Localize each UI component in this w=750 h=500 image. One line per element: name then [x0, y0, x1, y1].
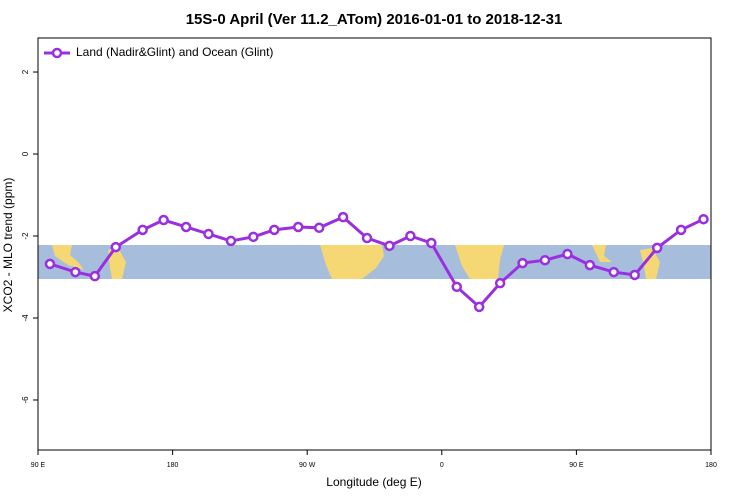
data-point	[451, 281, 463, 293]
data-point	[405, 230, 416, 242]
legend-label: Land (Nadir&Glint) and Ocean (Glint)	[76, 45, 273, 59]
data-point	[698, 213, 709, 225]
data-point	[158, 214, 169, 226]
data-point	[651, 242, 663, 254]
data-point	[473, 301, 485, 313]
map-band	[38, 245, 711, 279]
x-tick-label: 90 E	[31, 462, 46, 469]
data-point	[292, 221, 304, 233]
data-point	[675, 224, 687, 236]
data-point	[539, 254, 551, 266]
data-point	[426, 237, 437, 249]
data-point	[180, 221, 192, 233]
data-point	[110, 241, 122, 253]
data-point	[313, 222, 325, 234]
plot-frame	[37, 37, 712, 451]
data-point	[89, 270, 101, 282]
data-point	[44, 258, 56, 270]
x-axis-label: Longitude (deg E)	[326, 475, 421, 489]
data-point	[225, 235, 237, 247]
data-point	[494, 277, 506, 289]
data-point	[269, 224, 280, 236]
y-tick-label: 2	[21, 69, 30, 74]
data-point	[248, 231, 259, 243]
data-point	[608, 266, 620, 278]
x-tick-label: 90 W	[299, 462, 316, 469]
x-tick-label: 180	[705, 462, 717, 469]
data-point	[629, 269, 640, 281]
data-point	[584, 259, 596, 271]
y-tick-label: -6	[21, 396, 30, 404]
chart-title: 15S-0 April (Ver 11.2_ATom) 2016-01-01 t…	[186, 11, 563, 28]
data-point	[337, 211, 349, 223]
legend-marker	[51, 47, 63, 59]
x-tick-label: 90 E	[569, 462, 584, 469]
data-point	[562, 248, 573, 260]
data-point	[203, 228, 214, 240]
y-tick-label: -4	[21, 314, 30, 322]
data-point	[517, 257, 528, 269]
data-point	[70, 266, 81, 278]
y-tick-label: 0	[21, 151, 30, 156]
data-point	[384, 240, 395, 252]
x-tick-label: 180	[167, 462, 179, 469]
x-tick-label: 0	[440, 462, 444, 469]
y-axis-label: XCO2 - MLO trend (ppm)	[1, 178, 15, 313]
data-point	[361, 232, 373, 244]
y-tick-label: -2	[21, 232, 30, 240]
data-point	[137, 224, 148, 236]
